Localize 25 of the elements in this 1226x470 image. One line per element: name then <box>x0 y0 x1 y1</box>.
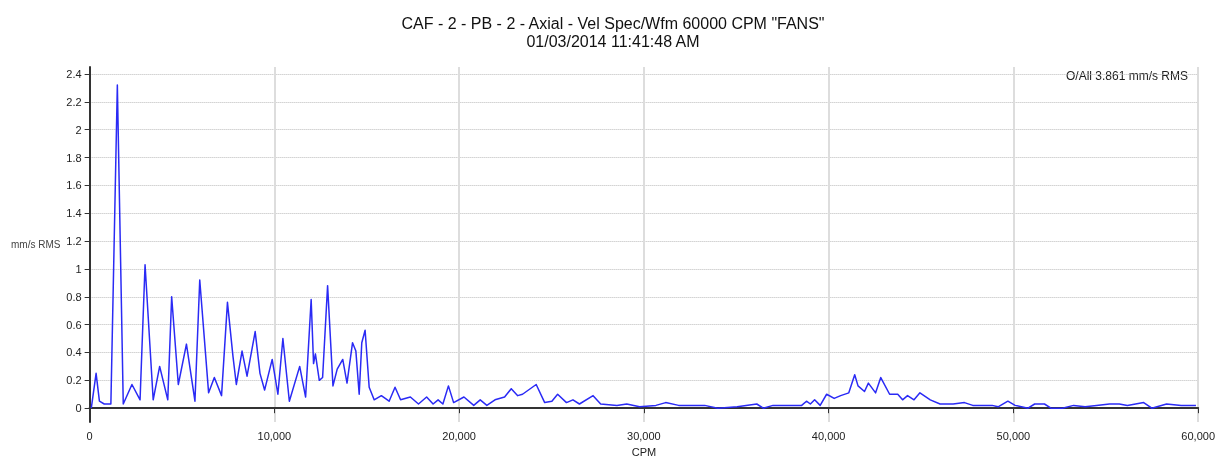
x-tick-label: 40,000 <box>811 429 846 442</box>
y-tick-label: 1.4 <box>66 207 82 220</box>
x-tick-label: 20,000 <box>442 429 476 442</box>
y-tick-label: 1.6 <box>66 179 82 192</box>
x-axis-title: CPM <box>631 445 657 458</box>
y-tick-label: 1 <box>75 262 82 275</box>
y-tick-label: 2.4 <box>66 67 82 80</box>
chart-subtitle: 01/03/2014 11:41:48 AM <box>526 32 700 50</box>
x-tick-label: 30,000 <box>627 429 661 442</box>
chart-title: CAF - 2 - PB - 2 - Axial - Vel Spec/Wfm 60000 CPM "FANS" <box>401 14 825 32</box>
y-tick-label: 0.8 <box>66 290 82 303</box>
y-tick-label: 1.2 <box>66 235 82 248</box>
y-tick-label: 0.2 <box>66 374 82 387</box>
x-tick-label: 50,000 <box>996 429 1031 442</box>
x-tick-label: 60,000 <box>1181 429 1216 442</box>
annotation: O/All 3.861 mm/s RMS <box>1065 69 1188 83</box>
x-tick-label: 10,000 <box>257 429 292 442</box>
y-tick-label: 1.8 <box>66 151 82 164</box>
y-tick-label: 0 <box>75 402 82 415</box>
y-tick-label: 0.6 <box>66 318 82 331</box>
y-tick-label: 0.4 <box>66 346 82 359</box>
y-tick-label: 2.2 <box>66 95 82 108</box>
x-tick-label: 0 <box>86 429 93 442</box>
y-tick-label: 2 <box>75 123 82 136</box>
y-axis-title: mm/s RMS <box>10 239 61 251</box>
